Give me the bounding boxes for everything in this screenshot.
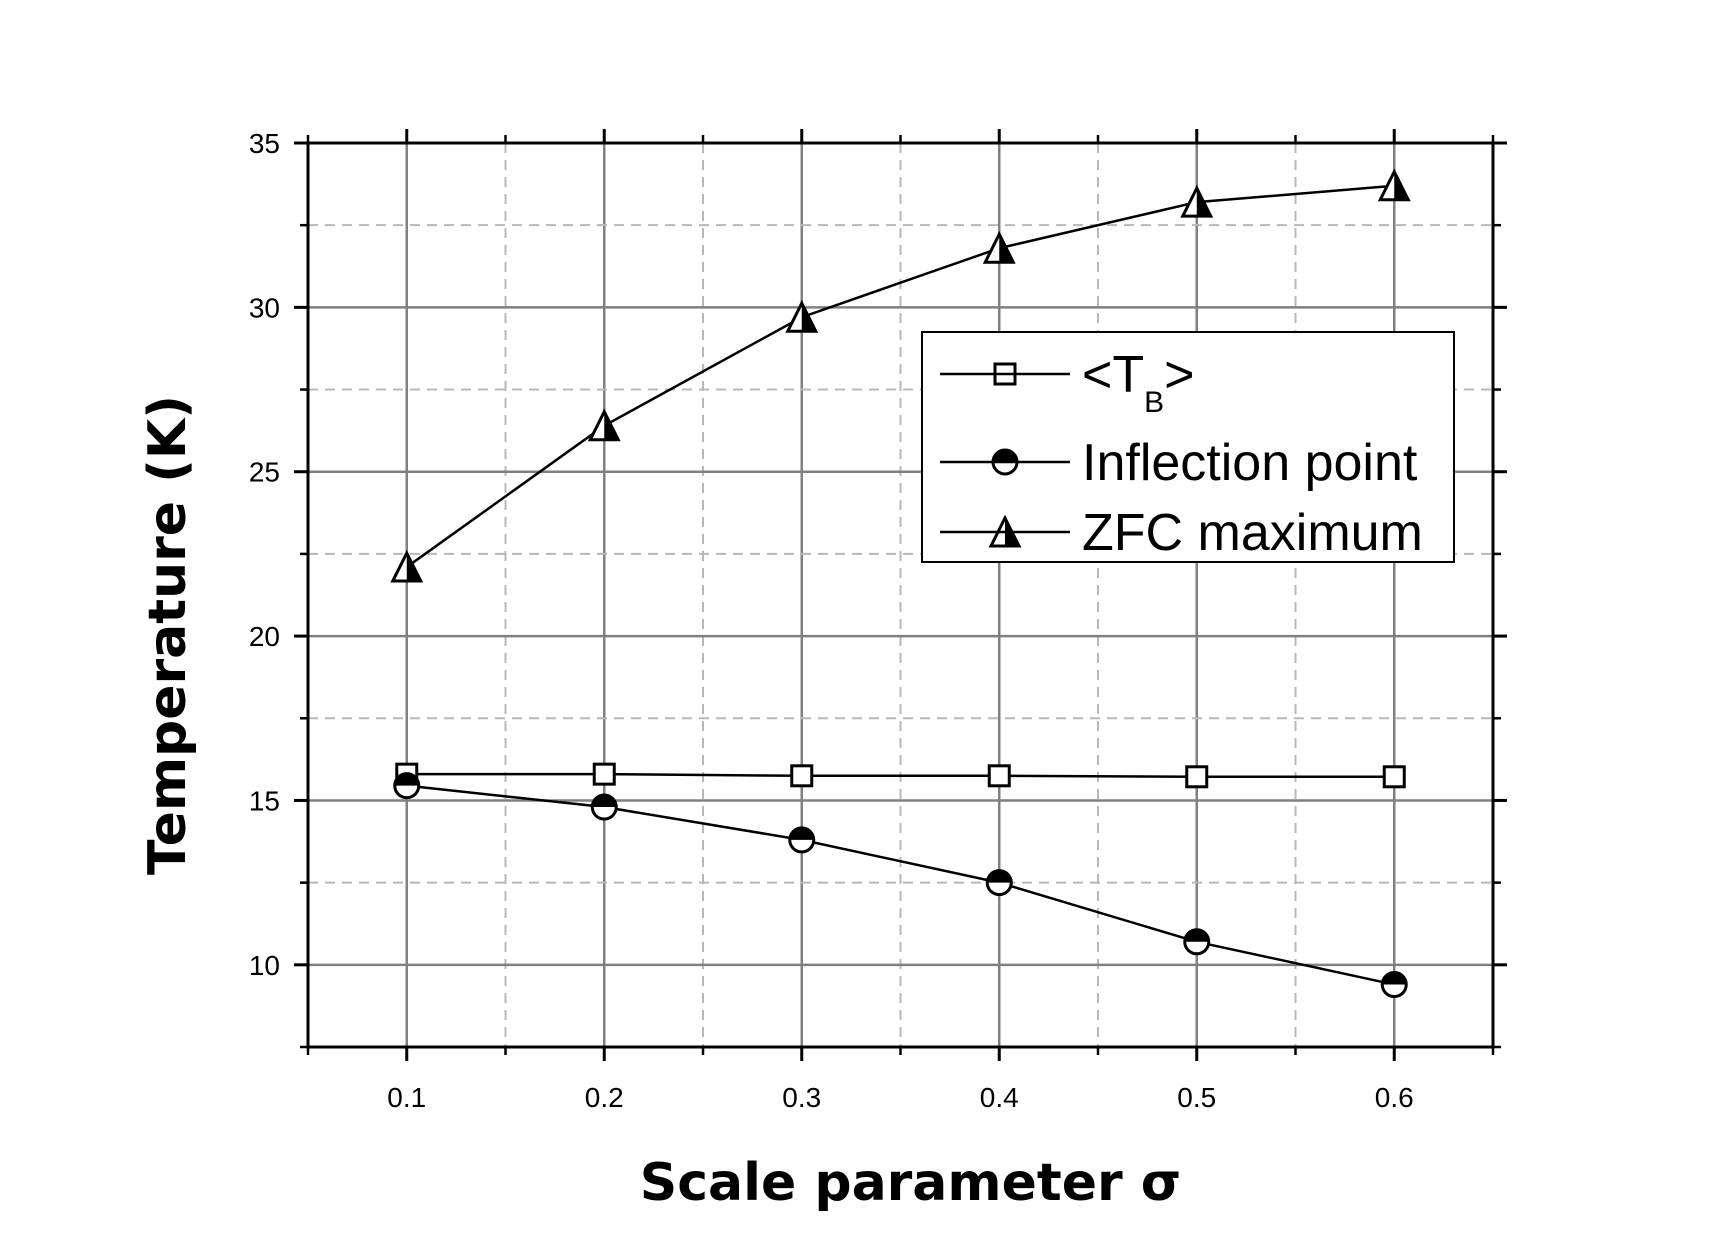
x-axis-title: Scale parameter σ: [640, 1153, 1181, 1213]
grid: [308, 143, 1493, 1047]
x-tick-label: 0.6: [1375, 1082, 1414, 1113]
legend-label-tb-subscript: B: [1144, 386, 1164, 419]
series-lines: [390, 168, 1411, 999]
series-inflection-point: [393, 772, 1408, 999]
series-tb-point: [790, 764, 814, 788]
x-tick-label: 0.4: [980, 1082, 1019, 1113]
series-inflection-point-point: [788, 826, 816, 854]
legend-entry-zfc: ZFC maximum: [940, 504, 1423, 562]
series-zfc-maximum-point: [1180, 184, 1214, 218]
y-tick-label: 10: [249, 950, 280, 981]
series-inflection-point-point: [590, 793, 618, 821]
series-zfc-maximum-point: [785, 299, 819, 333]
legend: <TB> Inflection point ZFC maximum: [921, 331, 1455, 563]
series-zfc-maximum: [390, 168, 1411, 583]
y-tick-label: 20: [249, 621, 280, 652]
y-tick-label: 25: [249, 457, 280, 488]
y-tick-label: 35: [249, 128, 280, 159]
series-tb: [395, 762, 1406, 789]
series-tb-line: [406, 772, 1395, 779]
series-zfc-maximum-point: [390, 549, 424, 583]
series-zfc-maximum-line: [406, 184, 1395, 569]
legend-entry-inflection: Inflection point: [940, 434, 1418, 492]
y-tick-label: 30: [249, 292, 280, 323]
x-tick-label: 0.2: [585, 1082, 624, 1113]
legend-label-inflection: Inflection point: [1082, 434, 1418, 492]
series-zfc-maximum-point: [1377, 168, 1411, 202]
series-inflection-point-point: [1380, 971, 1408, 999]
legend-label-tb: <TB>: [1082, 346, 1195, 419]
series-inflection-point-point: [985, 869, 1013, 897]
axis-ticks: [294, 129, 1507, 1061]
series-tb-point: [987, 764, 1011, 788]
tick-labels: 0.1 0.2 0.3 0.4 0.5 0.6 10 15 20 25 30 35: [249, 128, 1414, 1113]
series-zfc-maximum-point: [587, 408, 621, 442]
series-zfc-maximum-point: [982, 230, 1016, 264]
series-tb-point: [1185, 765, 1209, 789]
y-axis-title: Temperature (K): [138, 395, 198, 875]
x-tick-label: 0.5: [1177, 1082, 1216, 1113]
series-inflection-point-point: [1183, 928, 1211, 956]
legend-label-tb-main: <T: [1082, 346, 1144, 404]
series-tb-point: [592, 762, 616, 786]
series-tb-point: [1382, 765, 1406, 789]
series-inflection-point-line: [406, 784, 1395, 986]
y-tick-label: 15: [249, 785, 280, 816]
x-tick-label: 0.1: [387, 1082, 426, 1113]
legend-entry-tb: <TB>: [940, 346, 1195, 419]
legend-label-zfc: ZFC maximum: [1082, 504, 1423, 562]
legend-label-tb-close: >: [1164, 346, 1194, 404]
series-inflection-point-point: [393, 772, 421, 800]
x-tick-label: 0.3: [782, 1082, 821, 1113]
